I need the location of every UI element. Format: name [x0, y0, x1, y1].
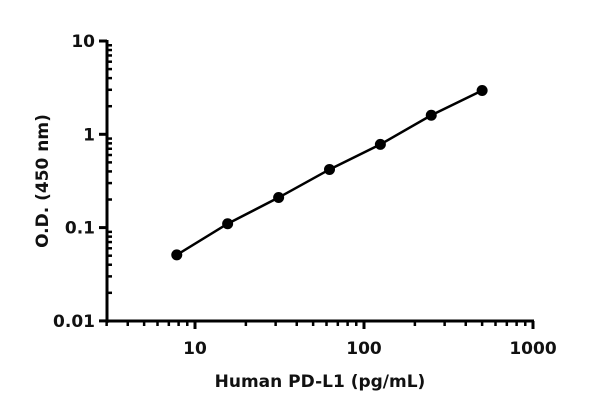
x-axis: 10 100 1000 — [105, 319, 557, 359]
y-axis-title: O.D. (450 nm) — [33, 114, 53, 248]
x-tick-label: 1000 — [509, 339, 556, 359]
y-tick-label: 0.01 — [53, 312, 95, 332]
x-axis-title: Human PD-L1 (pg/mL) — [215, 372, 426, 392]
data-point-marker — [273, 192, 285, 204]
data-point-marker — [476, 84, 488, 96]
data-point-marker — [222, 218, 234, 230]
x-tick-label: 100 — [346, 339, 382, 359]
data-points — [171, 84, 488, 261]
data-point-marker — [324, 163, 336, 175]
data-point-marker — [425, 109, 437, 121]
data-point-marker — [374, 138, 386, 150]
data-point-marker — [171, 249, 183, 261]
x-tick-label: 10 — [183, 339, 207, 359]
y-tick-label: 0.1 — [65, 219, 95, 239]
y-axis: 0.01 0.1 1 10 — [53, 32, 112, 332]
y-tick-label: 1 — [83, 125, 95, 145]
y-tick-label: 10 — [71, 32, 95, 52]
